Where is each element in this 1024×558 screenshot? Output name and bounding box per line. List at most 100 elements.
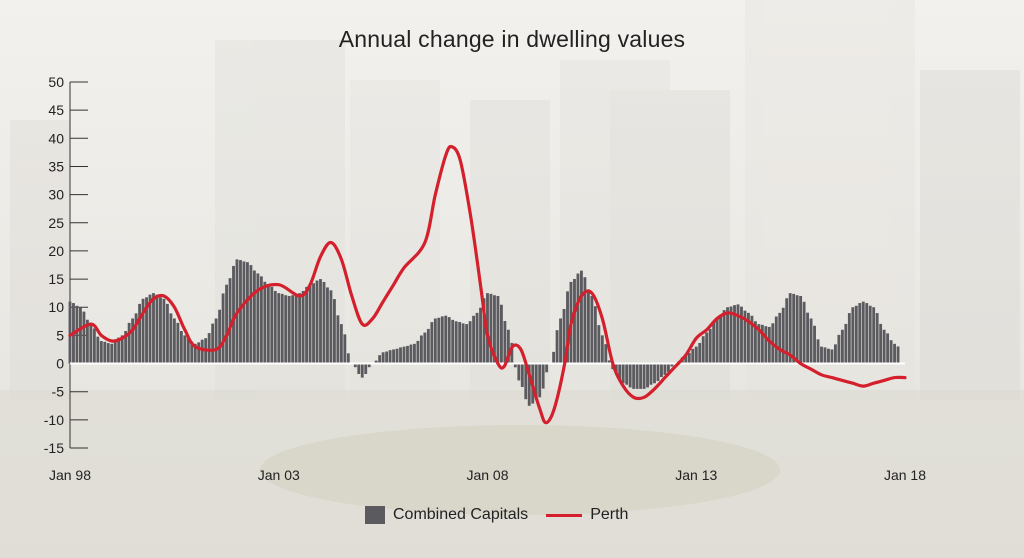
bar bbox=[68, 301, 72, 364]
bar bbox=[513, 363, 517, 368]
bar bbox=[729, 306, 733, 364]
bar bbox=[228, 278, 232, 364]
bar bbox=[468, 321, 472, 364]
bar bbox=[889, 340, 893, 364]
bar bbox=[145, 297, 148, 364]
bar bbox=[545, 363, 549, 373]
bar bbox=[590, 295, 594, 364]
bar bbox=[496, 295, 500, 364]
bar bbox=[726, 307, 729, 364]
bar bbox=[458, 322, 462, 364]
bar bbox=[840, 329, 844, 364]
bar bbox=[291, 295, 295, 364]
bar bbox=[757, 324, 761, 364]
bar bbox=[625, 363, 629, 385]
bar bbox=[520, 363, 524, 387]
bar bbox=[562, 309, 566, 364]
bar bbox=[169, 313, 173, 364]
bar bbox=[256, 273, 260, 364]
bar bbox=[287, 295, 291, 364]
bar bbox=[242, 261, 246, 364]
bar bbox=[444, 315, 448, 364]
bar bbox=[868, 305, 872, 364]
bar bbox=[252, 270, 256, 364]
bar bbox=[760, 324, 764, 364]
bar bbox=[604, 344, 608, 364]
bar bbox=[85, 319, 89, 364]
bar bbox=[315, 280, 319, 364]
bar bbox=[141, 298, 145, 364]
bar bbox=[618, 363, 622, 380]
bar bbox=[506, 329, 510, 364]
bar bbox=[691, 348, 695, 364]
bar bbox=[92, 328, 96, 364]
bar bbox=[343, 334, 347, 364]
bar bbox=[642, 363, 646, 389]
y-tick-label: 45 bbox=[48, 102, 64, 118]
x-tick-label: Jan 03 bbox=[258, 467, 300, 483]
bar bbox=[197, 342, 201, 364]
bar bbox=[527, 363, 531, 406]
x-tick-label: Jan 98 bbox=[49, 467, 91, 483]
bar bbox=[301, 290, 305, 364]
bar bbox=[207, 333, 211, 364]
bar bbox=[837, 334, 841, 364]
legend-swatch-perth bbox=[546, 513, 583, 517]
bar bbox=[179, 331, 183, 364]
bar bbox=[816, 339, 820, 364]
bar bbox=[666, 363, 670, 372]
bar bbox=[388, 350, 392, 364]
bar bbox=[806, 312, 810, 364]
bar bbox=[792, 293, 796, 364]
bar bbox=[395, 348, 399, 364]
bar bbox=[576, 273, 580, 364]
y-tick-label: -15 bbox=[44, 440, 64, 456]
bar bbox=[740, 306, 743, 364]
bar bbox=[367, 363, 371, 368]
bar bbox=[663, 363, 667, 375]
bar bbox=[106, 343, 110, 364]
bar bbox=[872, 307, 876, 364]
bar bbox=[639, 363, 643, 389]
bar bbox=[656, 363, 660, 382]
bar bbox=[419, 335, 423, 364]
bar bbox=[346, 353, 350, 364]
bar bbox=[82, 311, 86, 364]
bar bbox=[886, 333, 890, 364]
bar bbox=[232, 265, 235, 364]
bar bbox=[607, 360, 611, 364]
bar bbox=[747, 312, 750, 364]
building-shape bbox=[10, 120, 70, 400]
legend-label-combined-capitals: Combined Capitals bbox=[393, 506, 529, 523]
bar bbox=[447, 317, 451, 364]
bar bbox=[614, 363, 618, 373]
bar bbox=[559, 318, 562, 364]
bar bbox=[329, 290, 333, 364]
bar bbox=[89, 324, 93, 364]
bar bbox=[326, 287, 329, 364]
bar bbox=[406, 345, 409, 364]
bar bbox=[409, 344, 413, 364]
bar bbox=[402, 346, 406, 364]
bar bbox=[259, 276, 263, 364]
bar bbox=[357, 363, 361, 374]
bar bbox=[694, 346, 698, 364]
x-axis: Jan 98 Jan 03 Jan 08 Jan 13 Jan 18 bbox=[49, 467, 926, 483]
bar bbox=[653, 363, 656, 384]
bar bbox=[475, 312, 479, 364]
bar bbox=[851, 307, 855, 364]
bar bbox=[555, 330, 559, 364]
bar bbox=[246, 262, 249, 364]
perth-line bbox=[68, 144, 907, 425]
bar bbox=[378, 355, 382, 364]
bar bbox=[218, 309, 222, 364]
bar bbox=[482, 298, 486, 364]
bar bbox=[336, 315, 340, 364]
bar bbox=[117, 337, 121, 364]
bar bbox=[802, 301, 806, 364]
bar bbox=[214, 318, 218, 364]
bar bbox=[152, 293, 155, 364]
bar bbox=[879, 323, 883, 364]
